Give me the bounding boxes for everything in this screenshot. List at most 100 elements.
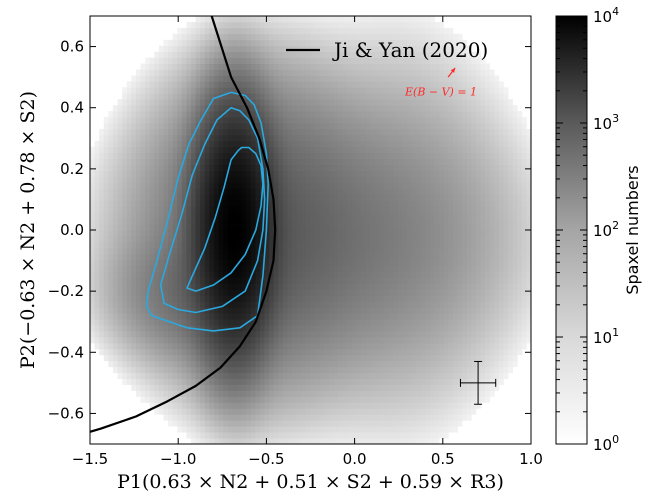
heatmap-cell xyxy=(227,360,233,368)
heatmap-cell xyxy=(135,176,141,183)
heatmap-cell xyxy=(324,241,330,249)
heatmap-cell xyxy=(406,75,412,82)
heatmap-cell xyxy=(282,295,288,302)
heatmap-cell xyxy=(328,283,334,290)
heatmap-cell xyxy=(328,354,334,362)
heatmap-cell xyxy=(154,105,160,112)
heatmap-cell xyxy=(214,164,220,171)
heatmap-cell xyxy=(429,283,435,290)
heatmap-cell xyxy=(388,170,394,177)
heatmap-cell xyxy=(356,33,362,41)
heatmap-cell xyxy=(397,75,403,82)
heatmap-cell xyxy=(342,396,348,403)
heatmap-cell xyxy=(186,176,192,183)
heatmap-cell xyxy=(370,140,376,148)
heatmap-cell xyxy=(246,16,252,23)
heatmap-cell xyxy=(131,247,137,255)
heatmap-cell xyxy=(333,372,339,380)
heatmap-cell xyxy=(241,27,247,35)
heatmap-cell xyxy=(108,194,114,201)
heatmap-cell xyxy=(319,140,325,148)
heatmap-cell xyxy=(117,348,123,356)
heatmap-cell xyxy=(301,164,307,171)
heatmap-cell xyxy=(186,218,192,225)
heatmap-cell xyxy=(273,235,279,243)
heatmap-cell xyxy=(186,21,192,29)
heatmap-cell xyxy=(108,235,114,243)
heatmap-cell xyxy=(374,51,380,59)
heatmap-cell xyxy=(232,366,238,374)
heatmap-cell xyxy=(351,123,357,130)
heatmap-cell xyxy=(425,75,431,82)
heatmap-cell xyxy=(319,164,325,171)
heatmap-cell xyxy=(406,402,412,409)
heatmap-cell xyxy=(232,200,238,207)
heatmap-cell xyxy=(416,105,422,112)
heatmap-cell xyxy=(181,325,187,332)
heatmap-cell xyxy=(333,420,339,427)
heatmap-cell xyxy=(237,396,242,403)
heatmap-cell xyxy=(195,81,201,88)
heatmap-cell xyxy=(195,200,201,207)
heatmap-cell xyxy=(416,230,422,237)
heatmap-cell xyxy=(264,188,270,195)
heatmap-cell xyxy=(172,247,178,255)
heatmap-cell xyxy=(273,438,279,444)
heatmap-cell xyxy=(140,241,146,249)
heatmap-cell xyxy=(195,271,201,278)
heatmap-cell xyxy=(204,21,210,29)
heatmap-cell xyxy=(131,170,137,177)
heatmap-cell xyxy=(264,313,270,320)
heatmap-cell xyxy=(259,432,265,439)
heatmap-cell xyxy=(333,360,339,368)
heatmap-cell xyxy=(301,194,307,201)
heatmap-cell xyxy=(149,81,155,88)
heatmap-cell xyxy=(209,218,215,225)
heatmap-cell xyxy=(186,366,192,374)
heatmap-cell xyxy=(425,325,431,332)
heatmap-cell xyxy=(282,105,288,112)
heatmap-cell xyxy=(181,75,187,82)
heatmap-cell xyxy=(379,319,385,326)
heatmap-cell xyxy=(255,325,261,332)
heatmap-cell xyxy=(195,21,201,29)
heatmap-cell xyxy=(305,378,311,385)
heatmap-cell xyxy=(232,378,238,385)
heatmap-cell xyxy=(227,176,233,183)
heatmap-cell xyxy=(282,230,288,237)
heatmap-cell xyxy=(250,253,256,261)
heatmap-cell xyxy=(112,188,118,195)
heatmap-cell xyxy=(223,408,229,415)
heatmap-cell xyxy=(200,57,206,64)
heatmap-cell xyxy=(145,378,151,385)
heatmap-cell xyxy=(388,420,394,427)
heatmap-cell xyxy=(246,200,252,207)
heatmap-cell xyxy=(223,134,229,142)
heatmap-cell xyxy=(388,313,394,320)
heatmap-cell xyxy=(163,170,169,177)
heatmap-cell xyxy=(103,200,109,207)
heatmap-cell xyxy=(305,75,311,82)
heatmap-cell xyxy=(296,117,302,124)
heatmap-cell xyxy=(425,360,431,368)
heatmap-cell xyxy=(315,426,321,433)
heatmap-cell xyxy=(425,301,431,308)
heatmap-cell xyxy=(296,218,302,225)
heatmap-cell xyxy=(278,259,284,267)
heatmap-cell xyxy=(379,230,385,237)
heatmap-cell xyxy=(351,295,357,302)
heatmap-cell xyxy=(374,342,380,350)
heatmap-cell xyxy=(328,170,334,177)
heatmap-cell xyxy=(301,432,307,439)
heatmap-cell xyxy=(269,438,275,444)
heatmap-cell xyxy=(282,235,288,243)
heatmap-cell xyxy=(388,307,394,314)
heatmap-cell xyxy=(324,432,330,439)
heatmap-cell xyxy=(397,123,403,130)
heatmap-cell xyxy=(135,342,141,350)
heatmap-cell xyxy=(338,81,344,88)
heatmap-cell xyxy=(149,247,155,255)
heatmap-cell xyxy=(397,402,403,409)
heatmap-cell xyxy=(227,438,233,444)
heatmap-cell xyxy=(361,307,367,314)
